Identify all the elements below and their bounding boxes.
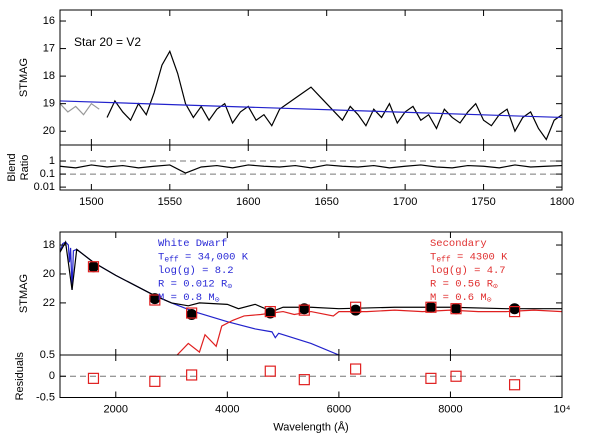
- annotation-line: Teff = 34,000 K: [158, 251, 249, 264]
- data-point: [298, 303, 310, 315]
- model-point: [425, 301, 437, 313]
- y-tick-label: 0: [49, 370, 55, 382]
- x-tick-label: 1650: [314, 196, 338, 208]
- annotation-text: log(g) = 4.7: [430, 265, 506, 277]
- x-tick-label: 1750: [471, 196, 495, 208]
- data-point: [450, 303, 462, 315]
- annotation-line: R = 0.56 R⊙: [430, 278, 498, 291]
- x-tick-label: 2000: [104, 403, 128, 415]
- data-point: [186, 308, 198, 320]
- model-point: [508, 379, 521, 391]
- spectrum-line: [60, 102, 100, 116]
- annotation-line: White Dwarf: [158, 238, 227, 250]
- model-point: [450, 303, 462, 315]
- model-point: [264, 365, 276, 377]
- annotation-text: R = 0.012 R: [158, 278, 228, 290]
- spectrum-line: [106, 49, 562, 141]
- annotation-text: log(g) = 8.2: [158, 265, 234, 277]
- model-point: [186, 307, 198, 319]
- panel-frame: [59, 144, 563, 191]
- annotation-sub: eff: [436, 256, 451, 265]
- x-tick-label: 4000: [215, 403, 239, 415]
- y-axis-label: Residuals: [14, 352, 26, 401]
- x-tick-label: 1600: [236, 196, 260, 208]
- annotation-text: M = 0.6 M: [430, 292, 487, 304]
- x-tick-label: 6000: [327, 403, 351, 415]
- data-point: [425, 301, 437, 313]
- x-tick-label: 1800: [550, 196, 574, 208]
- y-tick-label: 0.1: [40, 168, 55, 180]
- annotation-line: M = 0.8 M⊙: [158, 292, 220, 305]
- annotation-text: = 34,000 K: [179, 251, 249, 263]
- y-tick-label: 22: [43, 297, 55, 309]
- x-axis-label: Wavelength (Å): [273, 420, 348, 433]
- model-point: [264, 305, 276, 318]
- data-point: [87, 261, 99, 273]
- annotation-sub: ⊙: [487, 296, 492, 305]
- star-label: Star 20 = V2: [74, 35, 141, 49]
- annotation-text: T: [430, 251, 436, 263]
- model-point: [508, 305, 521, 318]
- annotation-line: R = 0.012 R⊙: [158, 278, 232, 291]
- y-tick-label: 17: [43, 42, 55, 54]
- spectrum-line: [60, 164, 562, 174]
- spectrum-line: [176, 309, 562, 355]
- y-tick-label: -0.5: [36, 391, 55, 403]
- panel-frame: [59, 9, 563, 146]
- annotation-line: M = 0.6 M⊙: [430, 292, 492, 305]
- annotation-text: R = 0.56 R: [430, 278, 494, 290]
- annotation-line: Teff = 4300 K: [430, 251, 508, 264]
- y-tick-label: 20: [43, 125, 55, 137]
- y-tick-label: 20: [43, 268, 55, 280]
- data-point: [509, 303, 521, 315]
- x-tick-label: 10⁴: [554, 403, 571, 415]
- spectrum-line: [60, 240, 562, 313]
- model-point: [186, 369, 198, 381]
- model-point: [87, 261, 100, 273]
- annotation-text: Secondary: [430, 238, 487, 250]
- x-tick-label: 1500: [79, 196, 103, 208]
- x-tick-label: 1700: [393, 196, 417, 208]
- data-point: [149, 293, 161, 305]
- y-axis-label: Blend: [6, 153, 18, 181]
- y-tick-label: 19: [43, 98, 55, 110]
- annotation-sub: ⊙: [215, 296, 220, 305]
- model-point: [149, 375, 161, 387]
- annotation-text: White Dwarf: [158, 238, 227, 250]
- y-tick-label: 0.01: [34, 181, 55, 193]
- annotation-sub: eff: [164, 256, 179, 265]
- plot-area: [60, 160, 562, 175]
- data-point: [264, 307, 276, 319]
- model-point: [350, 301, 362, 313]
- model-point: [149, 294, 161, 306]
- annotation-sub: ⊙: [493, 283, 498, 292]
- x-tick-label: 1550: [158, 196, 182, 208]
- data-point: [350, 304, 362, 316]
- annotation-sub: ⊙: [227, 283, 232, 292]
- y-tick-label: 18: [43, 70, 55, 82]
- model-point: [298, 374, 310, 386]
- y-axis-label: STMAG: [18, 274, 30, 313]
- y-tick-label: 0.5: [40, 349, 55, 361]
- model-point: [450, 370, 462, 382]
- model-point: [87, 372, 100, 384]
- spectrum-line: [60, 100, 562, 119]
- y-tick-label: 1: [49, 155, 55, 167]
- plot-area: [60, 49, 562, 141]
- annotation-text: T: [158, 251, 164, 263]
- annotation-text: M = 0.8 M: [158, 292, 215, 304]
- annotation-text: = 4300 K: [451, 251, 508, 263]
- y-axis-label: Ratio: [19, 155, 31, 181]
- y-tick-label: 18: [43, 239, 55, 251]
- model-point: [298, 304, 310, 316]
- model-point: [350, 363, 362, 375]
- model-point: [425, 372, 437, 384]
- y-tick-label: 16: [43, 15, 55, 27]
- y-axis-label: STMAG: [18, 58, 30, 97]
- x-tick-label: 8000: [438, 403, 462, 415]
- annotation-line: log(g) = 4.7: [430, 265, 506, 277]
- annotation-line: Secondary: [430, 238, 487, 250]
- annotation-line: log(g) = 8.2: [158, 265, 234, 277]
